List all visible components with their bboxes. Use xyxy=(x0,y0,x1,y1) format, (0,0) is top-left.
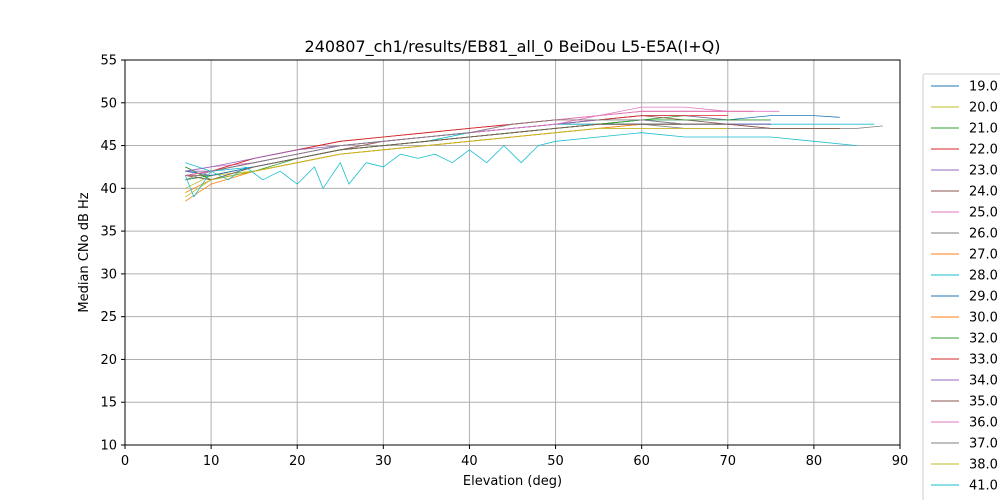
series-line-36.0 xyxy=(185,110,728,176)
chart-title: 240807_ch1/results/EB81_all_0 BeiDou L5-… xyxy=(305,37,721,57)
y-tick-label: 40 xyxy=(100,182,117,197)
legend-entry-label: 34.0 xyxy=(969,374,998,389)
x-tick-label: 70 xyxy=(720,454,737,469)
series-line-41.0 xyxy=(184,132,857,198)
series-line-21.0 xyxy=(185,115,771,181)
legend-entry-label: 24.0 xyxy=(969,185,998,200)
y-tick-label: 50 xyxy=(100,96,117,111)
grid-lines xyxy=(124,59,901,446)
y-axis-label: Median CNo dB Hz xyxy=(77,192,92,312)
legend-entry-label: 26.0 xyxy=(969,227,998,242)
series-line-35.0 xyxy=(185,123,840,181)
y-tick-label: 55 xyxy=(100,54,117,69)
series-layer xyxy=(184,106,883,202)
x-tick-label: 60 xyxy=(633,454,650,469)
y-tick-label: 35 xyxy=(100,225,117,240)
x-tick-label: 20 xyxy=(289,454,306,469)
legend-entry-label: 38.0 xyxy=(969,458,998,473)
legend-entry-label: 20.0 xyxy=(969,101,998,116)
plot-frame xyxy=(124,59,901,446)
y-tick-label: 45 xyxy=(100,139,117,154)
x-tick-label: 80 xyxy=(806,454,823,469)
legend-entry-label: 33.0 xyxy=(969,353,998,368)
legend-box xyxy=(922,73,1000,500)
legend-entry-label: 23.0 xyxy=(969,164,998,179)
x-tick-label: 10 xyxy=(203,454,220,469)
y-tick-label: 20 xyxy=(100,353,117,368)
legend-entry-label: 35.0 xyxy=(969,395,998,410)
legend-entry-label: 32.0 xyxy=(969,332,998,347)
y-tick-label: 10 xyxy=(100,439,117,454)
x-axis-label: Elevation (deg) xyxy=(463,474,562,489)
series-line-37.0 xyxy=(185,119,728,181)
legend-entry-label: 37.0 xyxy=(969,437,998,452)
y-tick-label: 30 xyxy=(100,267,117,282)
legend-entry-label: 28.0 xyxy=(969,269,998,284)
legend: 19.0 20.0 21.0 22.0 23.0 24.0 25.0 26.0 27.0 28.0… xyxy=(922,73,1000,500)
legend-entry-label: 22.0 xyxy=(969,143,998,158)
series-line-25.0 xyxy=(185,106,780,172)
legend-entry-label: 27.0 xyxy=(969,248,998,263)
series-line-27.0 xyxy=(185,123,728,193)
legend-entry-label: 36.0 xyxy=(969,416,998,431)
legend-entry-label: 19.0 xyxy=(969,80,998,95)
legend-entry-label: 29.0 xyxy=(969,290,998,305)
legend-entry-label: 25.0 xyxy=(969,206,998,221)
axis-ticks: 0 10 20 30 40 50 60 70 80 90 10 15 20 25 30 35 40 45 50 55 xyxy=(100,54,908,470)
x-tick-label: 30 xyxy=(375,454,392,469)
series-line-38.0 xyxy=(185,127,728,198)
x-tick-label: 0 xyxy=(121,454,129,469)
x-tick-label: 90 xyxy=(892,454,909,469)
x-tick-label: 50 xyxy=(547,454,564,469)
series-line-32.0 xyxy=(185,119,771,181)
y-tick-label: 25 xyxy=(100,310,117,325)
y-tick-label: 15 xyxy=(100,396,117,411)
legend-entry-label: 21.0 xyxy=(969,122,998,137)
legend-entry-label: 30.0 xyxy=(969,311,998,326)
x-tick-label: 40 xyxy=(461,454,478,469)
legend-entry-label: 41.0 xyxy=(969,479,998,494)
